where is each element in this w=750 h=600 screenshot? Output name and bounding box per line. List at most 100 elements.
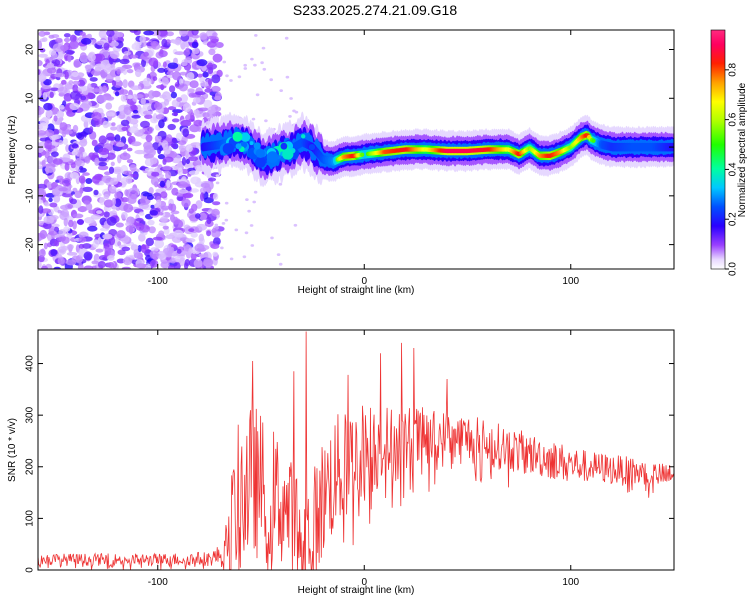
noise-speckle [131, 141, 142, 147]
noise-speckle [51, 52, 58, 59]
figure-title: S233.2025.274.21.09.G18 [293, 2, 457, 18]
y-tick-label: 10 [25, 92, 36, 104]
noise-speckle [178, 83, 188, 92]
noise-speckle [208, 78, 213, 86]
noise-speckle [183, 49, 191, 57]
noise-speckle [81, 100, 93, 109]
noise-speckle [193, 119, 204, 127]
noise-speckle [179, 30, 188, 37]
noise-speckle [114, 191, 122, 199]
noise-speckle [82, 186, 93, 192]
noise-speckle [288, 115, 292, 118]
noise-speckle [198, 233, 204, 242]
noise-speckle [186, 144, 193, 153]
noise-speckle [97, 157, 108, 162]
noise-speckle [242, 255, 247, 259]
noise-speckle [41, 159, 46, 168]
noise-speckle [185, 238, 196, 243]
noise-speckle [172, 71, 182, 81]
noise-speckle [131, 43, 140, 50]
noise-speckle [224, 218, 229, 222]
noise-speckle [49, 91, 54, 99]
noise-speckle [212, 32, 218, 37]
noise-speckle [162, 61, 167, 68]
noise-speckle [42, 116, 51, 121]
noise-speckle [103, 42, 110, 51]
noise-speckle [173, 229, 184, 238]
noise-speckle [106, 132, 115, 141]
noise-speckle [115, 222, 124, 228]
noise-speckle [181, 61, 188, 66]
noise-speckle [50, 249, 58, 257]
noise-speckle [52, 43, 64, 53]
noise-speckle [177, 181, 189, 189]
noise-speckle [130, 54, 139, 59]
ridge-blob [282, 148, 294, 160]
snr-axes: -100 0 100 0 100 200 300 400 [25, 330, 674, 588]
noise-speckle [38, 261, 42, 269]
noise-speckle [57, 246, 67, 255]
noise-speckle [70, 162, 76, 169]
noise-speckle [190, 112, 195, 120]
noise-speckle [54, 73, 66, 78]
noise-speckle [114, 198, 122, 208]
noise-speckle [113, 168, 122, 173]
noise-speckle [45, 165, 50, 175]
noise-speckle [152, 236, 163, 241]
noise-speckle [174, 37, 182, 46]
noise-speckle [181, 168, 189, 175]
noise-speckle [43, 102, 53, 111]
colorbar: 0.0 0.2 0.4 0.6 0.8 Normalized spectral ampl… [710, 29, 748, 276]
noise-speckle [146, 171, 152, 176]
noise-speckle [215, 181, 220, 185]
noise-speckle [72, 213, 84, 219]
noise-speckle [127, 94, 133, 100]
noise-speckle [55, 37, 63, 44]
noise-speckle [61, 178, 71, 187]
noise-speckle [165, 134, 173, 143]
noise-speckle [98, 135, 107, 145]
noise-speckle [173, 219, 184, 229]
noise-speckle [102, 233, 113, 240]
x-tick-label: -100 [148, 577, 168, 588]
noise-speckle [116, 68, 121, 75]
noise-speckle [211, 228, 217, 233]
noise-speckle [44, 151, 50, 159]
noise-speckle [73, 60, 81, 68]
noise-speckle [43, 242, 48, 250]
noise-speckle [292, 109, 296, 113]
noise-speckle [89, 59, 95, 69]
noise-speckle [63, 217, 68, 227]
noise-speckle [53, 115, 58, 122]
noise-speckle [44, 202, 50, 207]
noise-speckle [41, 85, 52, 89]
noise-speckle [120, 119, 130, 127]
noise-speckle [38, 187, 46, 197]
noise-speckle [184, 150, 189, 158]
noise-speckle [46, 181, 53, 189]
noise-speckle [49, 202, 58, 208]
noise-speckle [166, 179, 171, 189]
noise-speckle [212, 193, 219, 200]
noise-speckle [198, 212, 208, 221]
noise-speckle [123, 51, 131, 56]
noise-speckle [195, 109, 200, 119]
ridge-blob [232, 131, 243, 142]
noise-speckle [207, 177, 217, 182]
noise-speckle [182, 103, 192, 113]
noise-speckle [181, 156, 187, 166]
x-tick-label: -100 [148, 276, 168, 287]
noise-speckle [211, 208, 220, 217]
snr-ylabel: SNR (10 * v/v) [7, 418, 18, 482]
noise-speckle [91, 139, 98, 147]
noise-speckle [134, 149, 146, 155]
noise-speckle [127, 69, 134, 74]
ridge-blob [253, 142, 261, 150]
noise-speckle [198, 107, 209, 112]
noise-speckle [150, 40, 159, 47]
noise-speckle [71, 255, 81, 263]
noise-speckle [165, 171, 172, 180]
noise-speckle [276, 253, 281, 256]
noise-speckle [77, 263, 84, 269]
noise-speckle [68, 219, 74, 228]
